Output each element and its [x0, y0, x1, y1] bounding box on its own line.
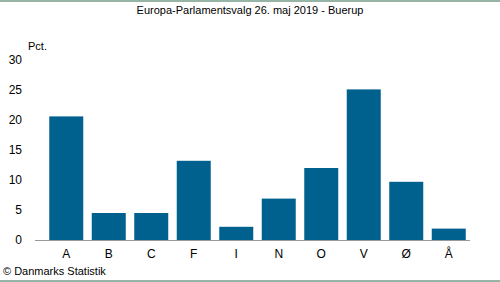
x-tick-label: C	[147, 247, 156, 261]
bars	[49, 89, 466, 240]
frame-bottom	[0, 281, 500, 282]
x-axis	[35, 240, 470, 241]
chart-container: Europa-Parlamentsvalg 26. maj 2019 - Bue…	[0, 0, 500, 282]
y-axis-label: Pct.	[28, 40, 47, 52]
y-axis	[35, 60, 36, 240]
bar	[177, 161, 211, 240]
frame-top	[0, 1, 500, 2]
y-tick-label: 10	[9, 173, 23, 187]
bar	[134, 213, 168, 240]
source: © Danmarks Statistik	[3, 265, 106, 277]
bar	[219, 227, 253, 240]
bar	[262, 199, 296, 240]
chart-svg: Europa-Parlamentsvalg 26. maj 2019 - Bue…	[0, 0, 500, 282]
x-tick-label: A	[62, 247, 70, 261]
y-tick-label: 0	[15, 233, 22, 247]
x-tick-label: V	[360, 247, 368, 261]
bar	[304, 168, 338, 240]
x-tick-label: O	[317, 247, 326, 261]
y-tick-label: 20	[9, 113, 23, 127]
bar	[347, 89, 381, 240]
bar	[49, 116, 83, 240]
x-tick-label: F	[190, 247, 197, 261]
title: Europa-Parlamentsvalg 26. maj 2019 - Bue…	[137, 4, 364, 16]
y-tick-label: 30	[9, 53, 23, 67]
x-tick-label: Å	[445, 246, 453, 261]
y-tick-label: 25	[9, 83, 23, 97]
x-tick-label: B	[105, 247, 113, 261]
bar	[432, 229, 466, 240]
y-tick-label: 15	[9, 143, 23, 157]
x-tick-label: N	[274, 247, 283, 261]
x-tick-label: Ø	[402, 247, 411, 261]
y-tick-label: 5	[15, 203, 22, 217]
bar	[92, 213, 126, 240]
bar	[389, 182, 423, 240]
x-tick-label: I	[235, 247, 238, 261]
